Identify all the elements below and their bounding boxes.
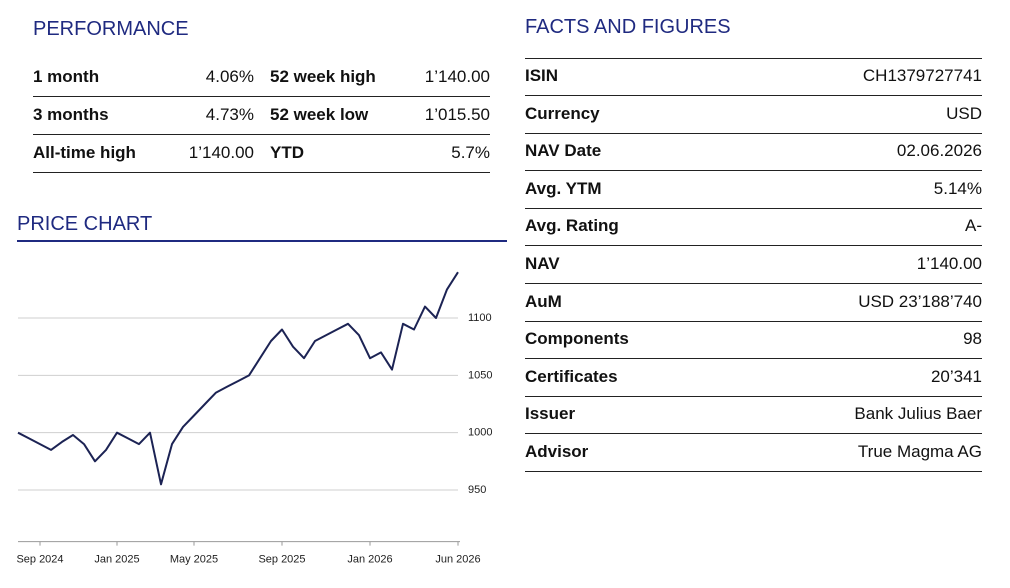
- row-value: USD 23’188’740: [858, 291, 982, 311]
- row-value: 98: [963, 329, 982, 349]
- x-tick-label: May 2025: [170, 554, 218, 566]
- row-label: Avg. Rating: [525, 216, 619, 236]
- row-label: 52 week high: [270, 67, 376, 86]
- row-value: 20’341: [930, 366, 982, 386]
- row-value: 4.06%: [205, 67, 254, 86]
- row-label: Issuer: [525, 404, 576, 424]
- row-rule: [525, 170, 982, 172]
- row-label: ISIN: [525, 66, 559, 85]
- row-value: 4.73%: [205, 105, 254, 124]
- y-tick-label: 1000: [468, 427, 492, 439]
- row-value: 1’015.50: [424, 105, 490, 124]
- chart-title: PRICE CHART: [17, 213, 153, 235]
- row-label: 3 months: [33, 105, 109, 124]
- price-line: [17, 271, 459, 486]
- row-label: Advisor: [525, 442, 589, 461]
- row-label: NAV: [525, 254, 560, 273]
- row-value: 1’140.00: [424, 67, 490, 86]
- row-rule: [525, 245, 982, 247]
- x-tick-label: Jun 2026: [435, 554, 480, 566]
- row-rule: [33, 172, 490, 173]
- row-rule: [525, 283, 982, 284]
- row-label: All-time high: [33, 143, 136, 162]
- row-label: Certificates: [525, 366, 618, 386]
- facts-title: FACTS AND FIGURES: [525, 16, 731, 38]
- row-label: YTD: [270, 143, 304, 162]
- y-tick-label: 950: [468, 484, 486, 496]
- row-rule: [525, 58, 982, 59]
- row-rule: [525, 320, 982, 322]
- row-value: True Magma AG: [857, 442, 982, 461]
- row-rule: [33, 134, 490, 135]
- row-value: 1’140.00: [916, 254, 982, 273]
- y-tick-label: 1050: [468, 369, 492, 381]
- row-rule: [525, 358, 982, 360]
- row-value: 5.14%: [933, 178, 982, 198]
- row-value: 5.7%: [451, 143, 490, 162]
- row-value: A-: [965, 216, 982, 236]
- row-value: 02.06.2026: [896, 141, 982, 161]
- row-rule: [525, 471, 982, 472]
- row-rule: [525, 207, 982, 209]
- x-tick-label: Jan 2025: [94, 554, 139, 566]
- x-tick-label: Sep 2024: [16, 554, 63, 566]
- row-value: 1’140.00: [188, 143, 254, 162]
- row-label: Avg. YTM: [525, 178, 602, 198]
- row-label: 1 month: [33, 67, 100, 86]
- row-value: USD: [946, 103, 982, 123]
- row-value: Bank Julius Baer: [854, 404, 982, 424]
- y-tick-label: 1100: [468, 312, 492, 324]
- row-rule: [525, 395, 982, 397]
- x-tick-label: Sep 2025: [258, 554, 305, 566]
- chart-title-rule: [17, 240, 507, 242]
- row-value: CH1379727741: [862, 66, 982, 85]
- row-label: Currency: [525, 103, 600, 123]
- row-label: Components: [525, 329, 629, 349]
- x-tick-label: Jan 2026: [347, 554, 392, 566]
- row-rule: [33, 96, 490, 97]
- row-rule: [525, 433, 982, 435]
- row-label: AuM: [525, 291, 562, 311]
- row-label: 52 week low: [270, 105, 369, 124]
- row-rule: [525, 132, 982, 134]
- performance-title: PERFORMANCE: [33, 18, 189, 40]
- row-rule: [525, 95, 982, 96]
- row-label: NAV Date: [525, 141, 602, 161]
